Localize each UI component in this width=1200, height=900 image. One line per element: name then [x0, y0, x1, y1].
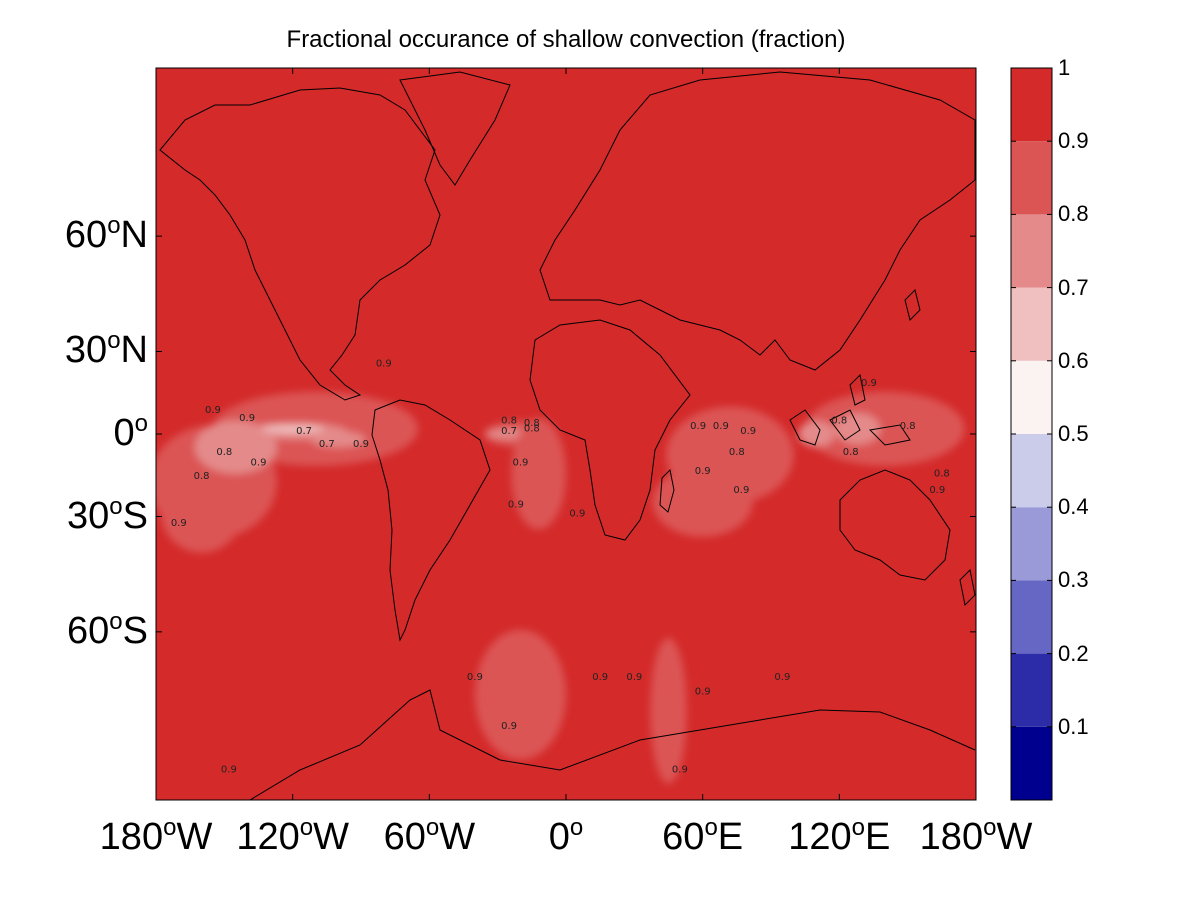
contour-label-26: 0.8 — [934, 469, 950, 480]
colorbar-tick-label-2: 0.3 — [1058, 567, 1089, 593]
coastlines — [159, 71, 976, 800]
contour-label-30: 0.9 — [467, 672, 483, 683]
contour-label-19: 0.8 — [729, 447, 745, 458]
contour-label-0: 0.9 — [205, 405, 221, 416]
x-tick-label-6: 180oW — [919, 814, 1033, 858]
coastline-greenland — [399, 71, 511, 186]
contour-label-18: 0.9 — [740, 426, 756, 437]
shading-regions — [156, 391, 965, 784]
shading-region-11 — [652, 466, 753, 537]
y-tick-label-0: 60oN — [64, 212, 148, 257]
colorbar-tick-label-6: 0.7 — [1058, 274, 1089, 300]
contour-label-6: 0.8 — [194, 471, 210, 482]
contour-label-7: 0.9 — [376, 358, 392, 369]
contour-label-29: 0.9 — [221, 764, 237, 775]
coastline-africa — [529, 319, 691, 541]
colorbar-block-7 — [1011, 214, 1052, 288]
contour-label-31: 0.9 — [592, 672, 608, 683]
contour-label-20: 0.9 — [695, 466, 711, 477]
shading-region-15 — [474, 629, 566, 760]
shading-region-13 — [834, 412, 881, 445]
coastline-eurasia — [539, 71, 976, 371]
coastline-south-america — [371, 399, 491, 642]
shading-region-4 — [310, 431, 366, 448]
contour-label-22: 0.9 — [861, 378, 877, 389]
shading-region-9 — [511, 418, 566, 530]
x-tick-label-0: 180oW — [99, 814, 213, 858]
colorbar-blocks — [1011, 68, 1052, 800]
colorbar-block-1 — [1011, 653, 1052, 727]
coastline-japan — [904, 289, 921, 321]
contour-label-9: 0.8 — [501, 416, 517, 427]
contour-label-36: 0.9 — [672, 764, 688, 775]
contour-label-10: 0.8 — [524, 418, 540, 429]
x-tick-label-1: 120oW — [236, 814, 349, 858]
x-tick-label-4: 60oE — [662, 814, 744, 858]
contour-label-3: 0.7 — [319, 439, 335, 450]
contour-label-32: 0.9 — [626, 672, 642, 683]
contour-label-16: 0.9 — [690, 421, 706, 432]
colorbar-tick-label-1: 0.2 — [1058, 640, 1089, 666]
contour-label-1: 0.9 — [239, 413, 255, 424]
shading-region-12 — [805, 391, 965, 466]
coastline-madagascar — [659, 468, 675, 513]
coastline-new-zealand — [959, 568, 976, 607]
coastline-north-america — [159, 87, 441, 401]
contour-labels: 0.90.90.70.70.80.90.80.90.90.8 0.80.7 0.80… — [171, 358, 950, 775]
colorbar-tick-label-5: 0.6 — [1058, 347, 1089, 373]
contour-label-2: 0.7 — [296, 426, 312, 437]
x-tick-label-5: 120oE — [788, 814, 891, 858]
shading-region-16 — [650, 637, 687, 784]
coastline-australia — [839, 469, 951, 581]
contour-label-33: 0.9 — [695, 687, 711, 698]
contour-label-24: 0.8 — [900, 421, 916, 432]
contour-label-25: 0.8 — [843, 447, 859, 458]
colorbar-block-2 — [1011, 580, 1052, 654]
colorbar-tick-label-4: 0.5 — [1058, 421, 1089, 446]
contour-label-21: 0.9 — [733, 485, 749, 496]
axis-tick-marks — [155, 68, 977, 800]
shading-region-6 — [160, 468, 243, 553]
contour-label-8: 0.9 — [353, 439, 369, 450]
colorbar-tick-marks — [1011, 67, 1052, 728]
colorbar-block-8 — [1011, 141, 1052, 215]
coastline-indonesia — [789, 373, 911, 446]
x-tick-label-2: 60oW — [383, 814, 476, 858]
shading-region-14 — [798, 420, 835, 448]
contour-label-28: 0.9 — [171, 518, 187, 529]
contour-label-34: 0.9 — [774, 672, 790, 683]
contour-label-4: 0.8 — [216, 447, 232, 458]
colorbar-tick-label-9: 1 — [1058, 55, 1071, 80]
colorbar-block-4 — [1011, 434, 1052, 508]
contour-label-17: 0.9 — [713, 421, 729, 432]
contour-label-5: 0.9 — [251, 458, 267, 469]
colorbar-block-9 — [1011, 68, 1052, 142]
colorbar-tick-label-3: 0.4 — [1058, 494, 1089, 520]
y-tick-label-1: 30oN — [64, 327, 148, 372]
colorbar-tick-label-8: 0.9 — [1058, 128, 1089, 154]
y-tick-label-2: 0o — [113, 410, 149, 454]
colorbar-tick-label-0: 0.1 — [1058, 713, 1089, 739]
contour-label-14: 0.9 — [508, 500, 524, 511]
y-tick-label-3: 30oS — [67, 492, 148, 537]
contour-label-35: 0.9 — [501, 721, 517, 732]
contour-label-13: 0.9 — [512, 458, 528, 469]
shading-region-5 — [260, 424, 325, 433]
y-tick-label-4: 60oS — [67, 607, 148, 652]
contour-label-27: 0.9 — [929, 485, 945, 496]
contour-label-11: 0.7 — [501, 426, 517, 437]
colorbar-block-5 — [1011, 360, 1052, 434]
coastline-antarctica — [249, 689, 976, 800]
chart-title: Fractional occurance of shallow convecti… — [286, 26, 846, 53]
colorbar-tick-label-7: 0.8 — [1058, 201, 1089, 227]
colorbar-block-3 — [1011, 507, 1052, 581]
colorbar-block-0 — [1011, 726, 1052, 800]
contour-label-15: 0.9 — [569, 509, 585, 520]
contour-label-23: 0.8 — [831, 416, 847, 427]
colorbar-block-6 — [1011, 287, 1052, 361]
x-tick-label-3: 0o — [548, 814, 584, 858]
contour-label-12: 0.8 — [524, 423, 540, 434]
